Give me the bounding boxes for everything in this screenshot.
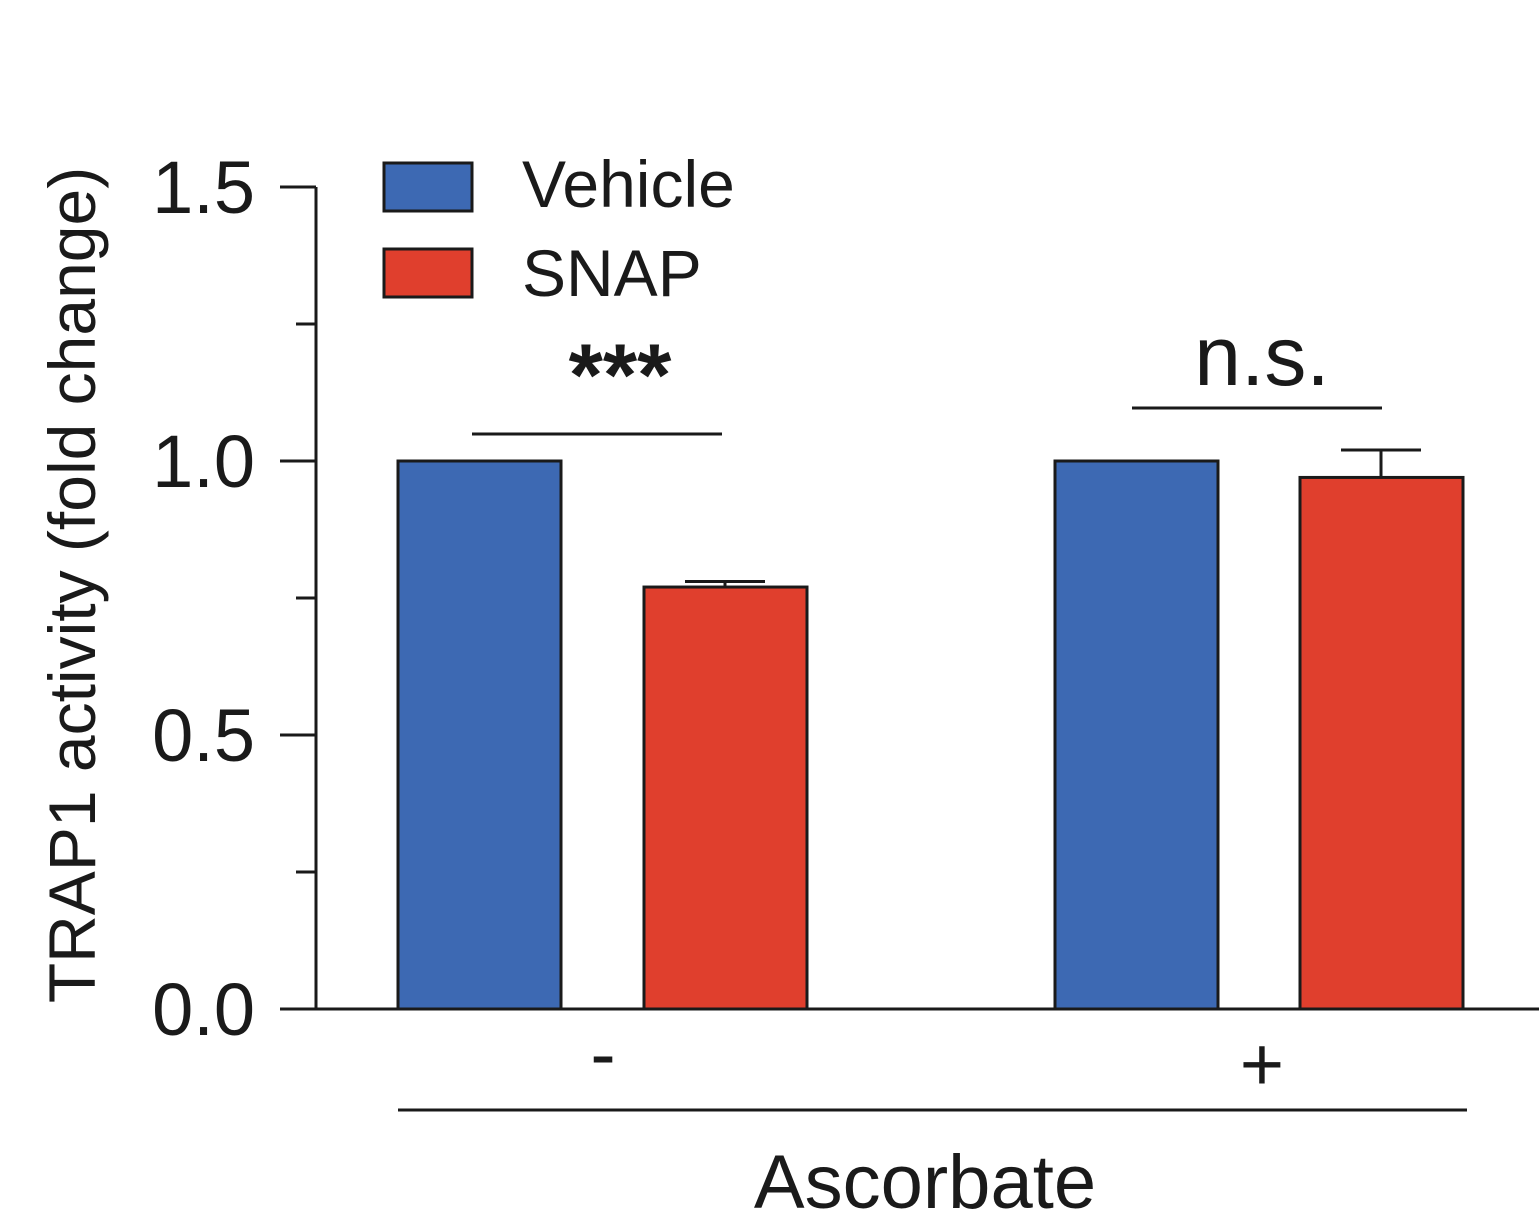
x-category-label-minus: -	[590, 1012, 615, 1097]
legend-swatch-vehicle	[382, 161, 474, 213]
y-tick-1: 0.5	[152, 694, 316, 777]
y-tick-3: 1.5	[152, 146, 316, 229]
y-tick-label: 0.0	[152, 968, 255, 1051]
y-tick-label: 1.5	[152, 146, 255, 229]
significance-label-plus: n.s.	[1194, 309, 1329, 403]
y-tick-0: 0.0	[152, 968, 316, 1051]
error-bar-snap-plus	[1341, 448, 1421, 478]
y-tick-label: 0.5	[152, 694, 255, 777]
significance-label-minus: ***	[569, 325, 672, 424]
legend-item-vehicle: Vehicle	[382, 147, 735, 221]
y-tick-2: 1.0	[152, 420, 316, 503]
legend-item-snap: SNAP	[382, 236, 702, 310]
legend-label-vehicle: Vehicle	[522, 147, 735, 221]
legend-label-snap: SNAP	[522, 236, 702, 310]
y-tick-label: 1.0	[152, 420, 255, 503]
legend-swatch-snap	[382, 247, 474, 299]
legend: Vehicle SNAP	[382, 147, 735, 310]
x-axis-label: Ascorbate	[754, 1140, 1096, 1222]
bar-snap-plus	[1298, 475, 1465, 1011]
error-bar-snap-minus	[685, 580, 765, 588]
bar-vehicle-minus	[396, 459, 563, 1011]
y-axis-label: TRAP1 activity (fold change)	[35, 167, 109, 1003]
bar-vehicle-plus	[1053, 459, 1220, 1011]
x-category-label-plus: +	[1240, 1022, 1284, 1107]
bar-snap-minus	[642, 585, 809, 1011]
